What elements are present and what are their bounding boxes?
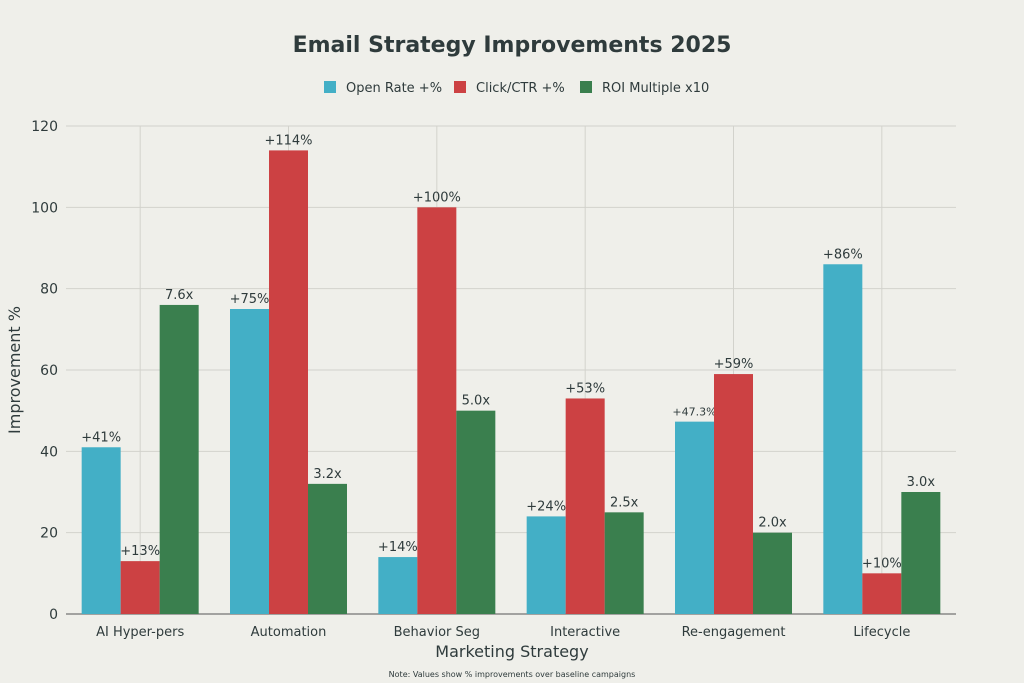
y-axis-label: Improvement %	[5, 306, 24, 434]
bar	[378, 557, 418, 614]
bar	[456, 410, 496, 614]
legend-label: ROI Multiple x10	[602, 81, 709, 96]
bars: +41% +13% 7.6x +75% +114% 3.2x +14% +100% 5.0x +2…	[81, 133, 941, 615]
data-label: 2.0x	[758, 516, 787, 531]
legend-swatch	[324, 81, 336, 93]
x-tick-label: Re-engagement	[682, 625, 786, 640]
bar	[81, 447, 121, 614]
legend-swatch	[580, 81, 592, 93]
legend: Open Rate +% Click/CTR +% ROI Multiple x10	[324, 81, 709, 96]
x-tick-label: Interactive	[550, 625, 620, 640]
data-label: +13%	[120, 544, 160, 559]
data-label: +14%	[378, 540, 418, 555]
data-label: +114%	[264, 133, 312, 148]
chart-title: Email Strategy Improvements 2025	[293, 33, 732, 58]
data-label: 7.6x	[165, 288, 194, 303]
bar	[417, 207, 457, 615]
data-label: +41%	[81, 430, 121, 445]
x-axis-label: Marketing Strategy	[435, 642, 588, 661]
data-label: +75%	[230, 292, 270, 307]
legend-label: Click/CTR +%	[476, 81, 565, 96]
y-tick-label: 120	[31, 119, 58, 135]
bar	[753, 532, 792, 614]
bar	[269, 150, 308, 614]
data-label: 3.0x	[907, 475, 936, 490]
data-label: +53%	[565, 381, 605, 396]
data-label: 3.2x	[313, 467, 342, 482]
grid: 0 20 40 60 80 100 120 AI Hyper-pers Automation Be…	[31, 119, 956, 640]
data-label: 2.5x	[610, 495, 639, 510]
data-label: +47.3%	[672, 406, 716, 419]
x-tick-label: AI Hyper-pers	[96, 625, 184, 640]
bar	[862, 573, 902, 614]
bar	[120, 561, 160, 614]
bar	[230, 309, 269, 614]
y-tick-label: 80	[40, 282, 58, 298]
y-tick-label: 100	[31, 200, 58, 216]
chart-note: Note: Values show % improvements over ba…	[389, 670, 636, 679]
bar	[159, 304, 199, 614]
bar	[714, 374, 753, 614]
bar	[526, 516, 566, 614]
bar	[675, 421, 714, 614]
x-tick-label: Behavior Seg	[394, 625, 480, 640]
data-label: +10%	[862, 556, 902, 571]
y-tick-label: 40	[40, 444, 58, 460]
bar	[901, 492, 941, 614]
data-label: +59%	[714, 357, 754, 372]
data-label: +100%	[413, 190, 461, 205]
x-tick-label: Lifecycle	[853, 625, 910, 640]
y-tick-label: 60	[40, 363, 58, 379]
x-tick-label: Automation	[251, 625, 327, 640]
legend-label: Open Rate +%	[346, 81, 442, 96]
bar	[604, 512, 644, 614]
legend-swatch	[454, 81, 466, 93]
bar	[308, 483, 347, 614]
y-tick-label: 0	[49, 607, 58, 623]
data-label: 5.0x	[462, 394, 491, 409]
data-label: +86%	[823, 247, 863, 262]
y-tick-label: 20	[40, 526, 58, 542]
data-label: +24%	[526, 499, 566, 514]
bar	[565, 398, 605, 614]
bar	[823, 264, 863, 614]
